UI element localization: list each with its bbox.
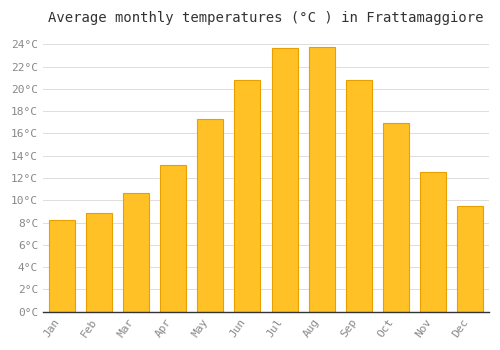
Bar <box>48 220 74 312</box>
Bar <box>420 173 446 312</box>
Bar <box>234 80 260 312</box>
Bar <box>308 47 334 312</box>
Title: Average monthly temperatures (°C ) in Frattamaggiore: Average monthly temperatures (°C ) in Fr… <box>48 11 484 25</box>
Bar <box>346 80 372 312</box>
Bar <box>86 212 112 312</box>
Bar <box>272 48 297 312</box>
Bar <box>458 206 483 312</box>
Bar <box>383 124 409 312</box>
Bar <box>123 193 149 312</box>
Bar <box>160 164 186 312</box>
Bar <box>197 119 223 312</box>
